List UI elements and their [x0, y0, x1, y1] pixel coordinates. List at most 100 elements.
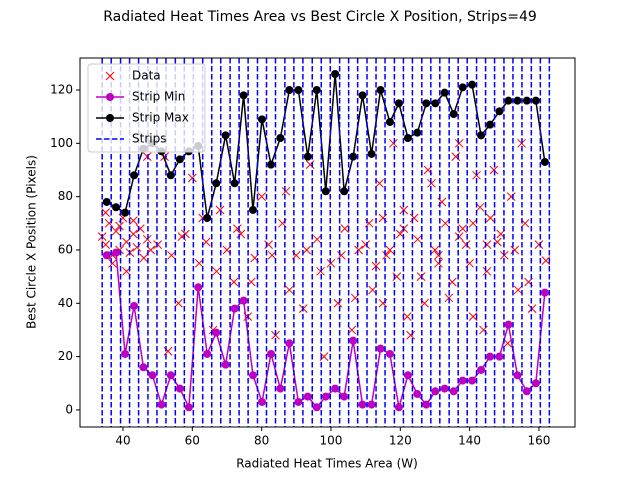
legend-marker — [106, 114, 114, 122]
y-tick-label: 80 — [58, 189, 73, 203]
series-point — [394, 99, 403, 108]
series-point — [175, 155, 184, 164]
series-point — [367, 149, 376, 158]
series-point — [321, 392, 330, 401]
series-point — [221, 360, 230, 369]
series-point — [285, 339, 294, 348]
series-point — [121, 349, 130, 358]
series-point — [385, 117, 394, 126]
y-tick-label: 60 — [58, 242, 73, 256]
data-point — [115, 221, 124, 231]
data-point — [389, 138, 398, 148]
series-point — [358, 400, 367, 409]
series-point — [540, 157, 549, 166]
series-point — [248, 205, 257, 214]
data-point — [167, 250, 176, 260]
series-point — [340, 187, 349, 196]
data-point — [285, 285, 294, 295]
series-point — [522, 387, 531, 396]
data-point — [468, 218, 478, 228]
data-point — [181, 229, 190, 239]
series-point — [266, 160, 275, 169]
data-point — [406, 330, 416, 340]
data-point — [129, 229, 138, 239]
data-point — [101, 208, 111, 217]
data-point — [187, 173, 197, 183]
series-point — [440, 384, 449, 393]
data-point — [482, 266, 492, 276]
series-point — [121, 208, 130, 217]
data-point — [434, 258, 443, 268]
data-point — [212, 266, 221, 276]
legend-box — [87, 63, 206, 153]
series-point — [203, 349, 212, 358]
data-point — [257, 192, 266, 201]
data-point — [454, 138, 464, 148]
series-point — [340, 392, 349, 401]
series-point — [102, 251, 111, 260]
data-point — [461, 240, 471, 249]
legend-marker — [106, 93, 114, 101]
series-point — [285, 85, 294, 94]
series-point — [212, 179, 221, 188]
series-point — [486, 352, 495, 361]
series-point — [431, 387, 440, 396]
data-point — [129, 216, 138, 225]
y-axis-label: Best Circle X Position (Pixels) — [25, 155, 39, 329]
data-point — [489, 165, 499, 175]
series-point — [458, 376, 467, 385]
series-point — [112, 248, 121, 257]
data-point — [194, 258, 204, 268]
data-point — [139, 253, 149, 263]
series-point — [221, 131, 230, 140]
data-point — [382, 250, 391, 260]
data-point — [482, 240, 492, 249]
x-tick-label: 40 — [115, 434, 130, 448]
data-point — [486, 213, 495, 223]
series-point — [102, 197, 111, 206]
data-point — [458, 224, 468, 233]
series-point — [358, 91, 367, 100]
series-point — [294, 85, 303, 94]
y-tick-label: 20 — [58, 349, 73, 363]
data-point — [135, 224, 145, 233]
series-point — [403, 371, 412, 380]
series-point — [376, 344, 385, 353]
series-point — [294, 397, 303, 406]
data-point — [354, 245, 364, 255]
data-point — [281, 186, 291, 196]
data-point — [434, 250, 443, 260]
series-point — [230, 304, 239, 313]
y-tick-label: 100 — [50, 136, 73, 150]
series-point — [112, 203, 121, 212]
data-point — [101, 240, 111, 249]
x-tick-label: 100 — [320, 434, 343, 448]
plot-area — [97, 58, 551, 427]
data-point — [229, 277, 239, 287]
series-point — [303, 392, 312, 401]
x-tick-label: 140 — [458, 434, 481, 448]
series-point — [376, 85, 385, 94]
x-tick-label: 80 — [254, 434, 269, 448]
data-point — [468, 312, 478, 321]
data-point — [312, 234, 322, 244]
series-point — [230, 179, 239, 188]
data-point — [340, 224, 350, 233]
data-point — [368, 285, 377, 295]
series-point — [349, 336, 358, 345]
series-point — [194, 283, 203, 292]
legend-label: Data — [132, 69, 161, 83]
series-point — [477, 365, 486, 374]
data-point — [361, 240, 370, 249]
series-point — [139, 363, 148, 372]
data-point — [215, 205, 225, 215]
axes-frame — [79, 57, 576, 428]
data-point — [399, 205, 409, 215]
series-point — [504, 320, 513, 329]
data-point — [132, 242, 142, 252]
x-axis-label: Radiated Heat Times Area (W) — [236, 457, 418, 471]
data-point — [506, 192, 516, 201]
series-point — [449, 387, 458, 396]
data-point — [385, 245, 395, 255]
